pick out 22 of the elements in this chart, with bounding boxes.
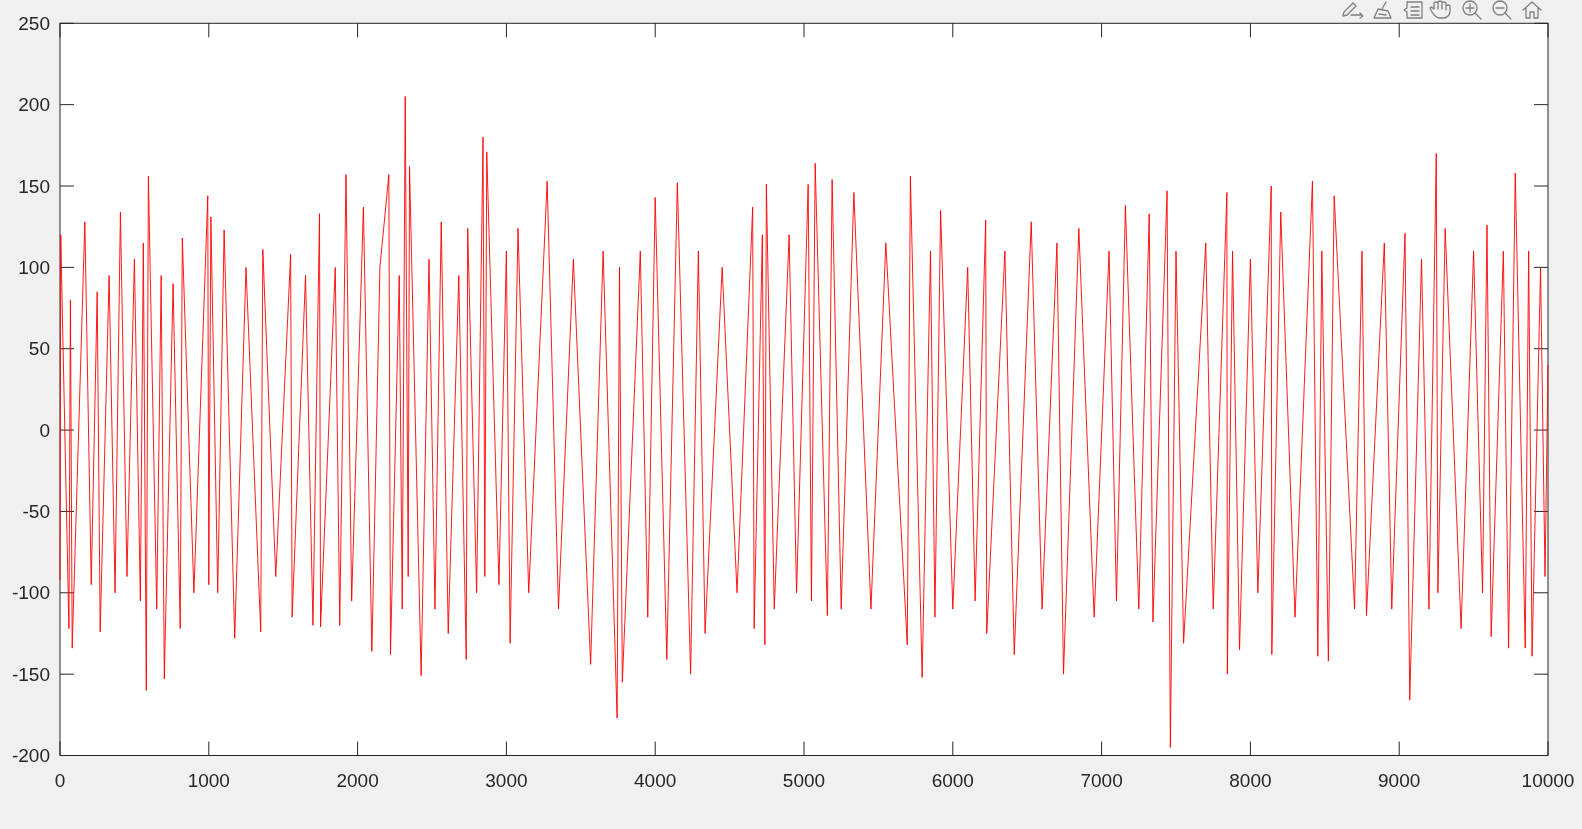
- y-tick-label: 250: [18, 12, 50, 34]
- x-tick-label: 10000: [1521, 769, 1575, 791]
- x-tick-label: 9000: [1378, 769, 1421, 791]
- y-tick-label: -50: [22, 501, 50, 523]
- y-tick-label: 200: [18, 94, 50, 116]
- y-tick-label: 100: [18, 257, 50, 279]
- y-tick-label: 50: [28, 338, 50, 360]
- y-tick-label: -200: [11, 745, 50, 767]
- x-tick-label: 6000: [931, 769, 974, 791]
- x-tick-label: 0: [54, 769, 66, 791]
- x-tick-label: 2000: [336, 769, 379, 791]
- x-tick-label: 1000: [187, 769, 230, 791]
- x-tick-label: 5000: [782, 769, 826, 791]
- y-tick-label: 150: [18, 175, 50, 197]
- x-tick-label: 7000: [1080, 769, 1123, 791]
- x-tick-label: 8000: [1229, 769, 1272, 791]
- line-series: [59, 96, 1549, 748]
- y-tick-label: -100: [11, 582, 50, 604]
- y-tick-label: 0: [39, 419, 50, 441]
- x-tick-label: 4000: [634, 769, 677, 791]
- y-tick-label: -150: [11, 663, 50, 685]
- x-tick-label: 3000: [485, 769, 528, 791]
